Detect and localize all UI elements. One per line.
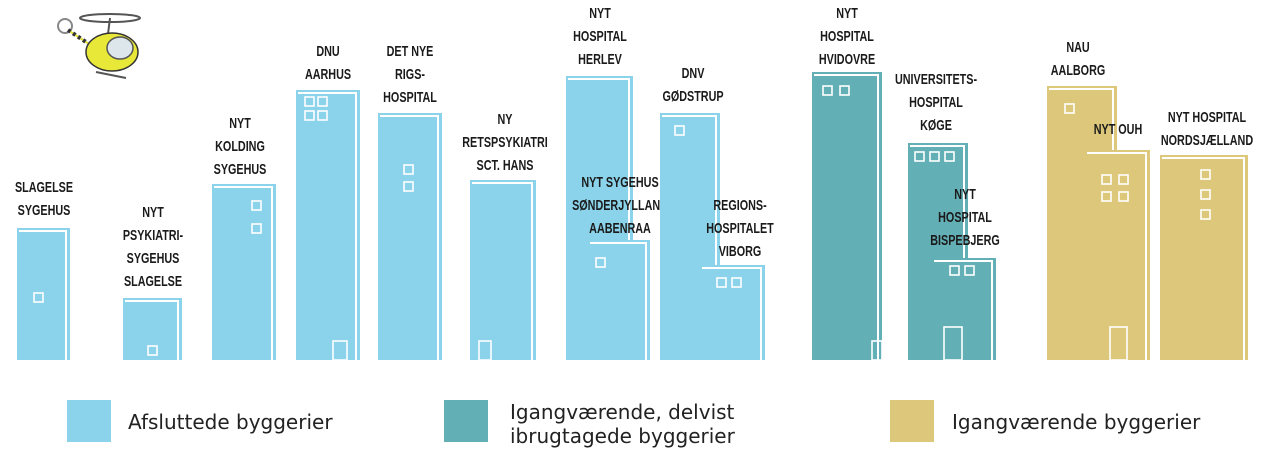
infographic: SLAGELSE SYGEHUS NYT PSYKIATRI- SYGEHUS SLAGE…: [0, 0, 1276, 450]
building-label: RETSPSYKIATRI: [462, 133, 547, 150]
legend-label: Igangværende, delvist: [510, 400, 735, 424]
building-label: KØGE: [920, 116, 952, 133]
building-label: SYGEHUS: [127, 249, 180, 266]
building-label: AARHUS: [305, 65, 351, 82]
legend-swatch: [890, 400, 934, 442]
building: [17, 228, 70, 360]
building-label: HOSPITAL: [938, 208, 992, 225]
building: [588, 240, 650, 360]
building-label: AALBORG: [1051, 61, 1106, 78]
building-body: [212, 184, 276, 360]
building-label: KOLDING: [215, 137, 265, 154]
building-label: REGIONS-: [713, 196, 766, 213]
building-body: [1160, 155, 1248, 360]
building: [1085, 150, 1150, 360]
building-label: NY: [498, 110, 513, 127]
building-label: HOSPITAL: [820, 27, 874, 44]
building-label: GØDSTRUP: [662, 87, 723, 104]
building-label: NYT SYGEHUS: [581, 173, 659, 190]
building: [470, 180, 536, 360]
building: [932, 258, 996, 360]
legend-swatch: [67, 400, 111, 442]
building-label: PSYKIATRI-: [123, 226, 183, 243]
building-label: HERLEV: [578, 50, 622, 67]
building-label: NORDSJÆLLAND: [1161, 131, 1253, 148]
building-label: HOSPITAL: [909, 93, 963, 110]
building-label: DNV: [682, 64, 705, 81]
building-label: DET NYE: [387, 42, 434, 59]
building-label: NYT: [229, 114, 251, 131]
building: [123, 298, 182, 360]
building-label: NYT: [589, 4, 611, 21]
building-body: [378, 113, 442, 360]
building: [812, 72, 882, 360]
building-label: DNU: [316, 42, 339, 59]
legend-label: Afsluttede byggerier: [128, 410, 333, 434]
building-body: [123, 298, 182, 360]
building-label: NYT HOSPITAL: [1168, 108, 1246, 125]
building-label: NYT OUH: [1094, 120, 1143, 137]
building-label: HOSPITALET: [706, 219, 774, 236]
building-body: [296, 90, 360, 360]
building-label: NAU: [1066, 38, 1089, 55]
building-label: VIBORG: [719, 242, 762, 259]
building: [700, 265, 765, 360]
building-label: SYGEHUS: [214, 160, 267, 177]
building-label: SCT. HANS: [477, 156, 534, 173]
building: [212, 184, 276, 360]
building-label: NYT: [836, 4, 858, 21]
building-body: [1085, 150, 1150, 360]
building-label: RIGS-: [395, 65, 425, 82]
building-body: [932, 258, 996, 360]
building-label: HOSPITAL: [383, 88, 437, 105]
building-label: UNIVERSITETS-: [895, 70, 977, 87]
building: [378, 113, 442, 360]
legend-swatch: [444, 400, 488, 442]
building: [296, 90, 360, 360]
building-label: AABENRAA: [589, 219, 651, 236]
building-label: SLAGELSE: [15, 178, 73, 195]
building-label: NYT: [142, 203, 164, 220]
building-body: [812, 72, 882, 360]
building-label: HOSPITAL: [573, 27, 627, 44]
building-label: SYGEHUS: [18, 201, 71, 218]
legend-label: Igangværende byggerier: [952, 410, 1201, 434]
helicopter: [58, 14, 140, 78]
building: [1160, 155, 1248, 360]
legend-label: ibrugtagede byggerier: [510, 424, 736, 448]
building-label: BISPEBJERG: [930, 231, 1000, 248]
building-label: SLAGELSE: [124, 272, 182, 289]
building-label: NYT: [954, 185, 976, 202]
building-label: SØNDERJYLLAND: [572, 196, 668, 213]
building-label: HVIDOVRE: [819, 50, 876, 67]
building-body: [470, 180, 536, 360]
